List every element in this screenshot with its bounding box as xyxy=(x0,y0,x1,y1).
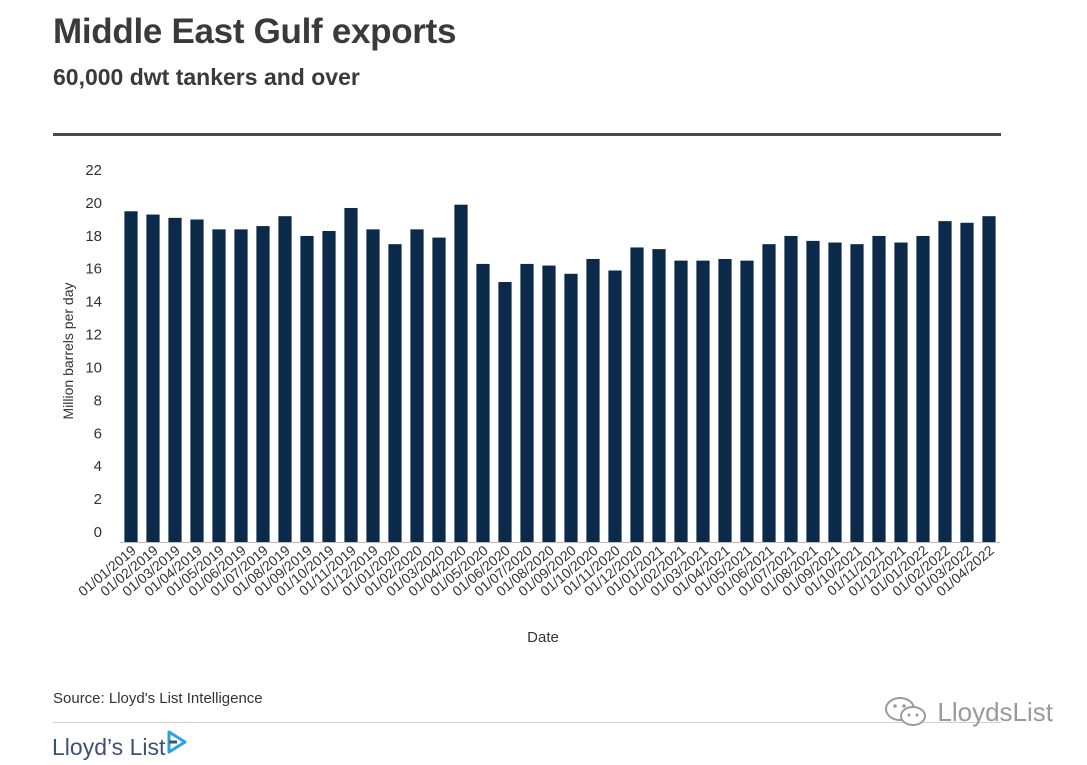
bar xyxy=(586,258,600,542)
bar xyxy=(366,229,380,542)
bar xyxy=(476,263,490,542)
bar xyxy=(322,231,336,542)
bar xyxy=(850,244,864,542)
bar xyxy=(872,235,886,542)
bar xyxy=(630,247,644,543)
y-tick-label: 16 xyxy=(85,261,102,278)
bar xyxy=(916,235,930,542)
x-axis-tick-labels: 01/01/201901/02/201901/03/201901/04/2019… xyxy=(75,542,997,599)
bar xyxy=(982,216,996,542)
bar xyxy=(212,229,226,542)
y-tick-label: 4 xyxy=(94,458,102,475)
header-divider xyxy=(53,133,1001,136)
bar xyxy=(498,282,512,542)
y-tick-label: 22 xyxy=(85,162,102,179)
bar xyxy=(432,237,446,542)
footer-divider xyxy=(53,722,1001,723)
bar xyxy=(806,240,820,542)
y-tick-label: 2 xyxy=(94,491,102,508)
y-tick-label: 6 xyxy=(94,425,102,442)
bar xyxy=(344,207,358,543)
bar xyxy=(718,258,732,542)
logo-text: Lloyd’s List xyxy=(52,733,166,760)
wechat-icon xyxy=(885,697,927,726)
bar xyxy=(542,265,556,542)
y-tick-label: 0 xyxy=(94,524,102,541)
bar xyxy=(300,235,314,542)
chart-subtitle: 60,000 dwt tankers and over xyxy=(53,64,360,90)
bar-chart: 0 2 4 6 8 10 12 14 16 18 20 22 Million barrels per … xyxy=(60,162,1000,646)
bar xyxy=(190,219,204,542)
y-tick-label: 10 xyxy=(85,359,102,376)
bar xyxy=(234,229,248,542)
bar xyxy=(740,260,754,542)
bar xyxy=(784,235,798,542)
y-tick-label: 8 xyxy=(94,392,102,409)
watermark-text: LloydsList xyxy=(937,696,1053,727)
bar xyxy=(938,221,952,542)
x-axis-label: Date xyxy=(527,629,559,646)
bar xyxy=(652,249,666,542)
bar xyxy=(894,242,908,542)
y-tick-label: 14 xyxy=(85,294,102,311)
bar xyxy=(520,263,534,542)
y-tick-label: 12 xyxy=(85,327,102,344)
bar xyxy=(674,260,688,542)
bars xyxy=(124,204,996,543)
bar xyxy=(168,217,182,542)
bar xyxy=(256,226,270,542)
bar xyxy=(608,270,622,542)
y-tick-label: 18 xyxy=(85,228,102,245)
y-tick-label: 20 xyxy=(85,195,102,212)
play-triangle-icon xyxy=(167,730,187,754)
y-axis-label: Million barrels per day xyxy=(60,283,76,420)
bar xyxy=(696,260,710,542)
bar xyxy=(454,204,468,542)
bar xyxy=(828,242,842,542)
bar xyxy=(960,222,974,543)
bar xyxy=(124,211,138,542)
source-note: Source: Lloyd's List Intelligence xyxy=(53,690,263,707)
y-axis: 0 2 4 6 8 10 12 14 16 18 20 22 xyxy=(85,162,102,541)
bar xyxy=(762,244,776,542)
lloyds-list-logo: Lloyd’s List xyxy=(52,730,187,764)
bar xyxy=(146,214,160,542)
chart-title: Middle East Gulf exports xyxy=(53,12,457,51)
bar xyxy=(388,244,402,542)
bar xyxy=(410,229,424,542)
bar xyxy=(564,273,578,542)
wechat-watermark: LloydsList xyxy=(883,694,1053,730)
bar xyxy=(278,216,292,542)
